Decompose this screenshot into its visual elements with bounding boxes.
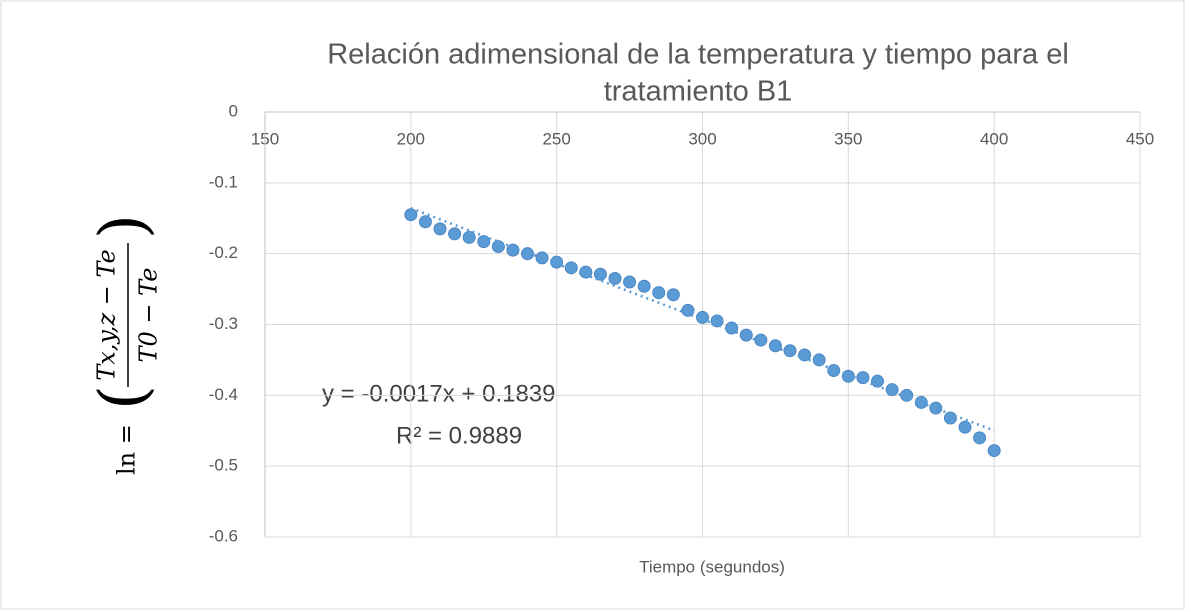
point	[812, 353, 826, 367]
point	[637, 279, 651, 293]
paren: (	[87, 385, 161, 410]
point	[958, 420, 972, 434]
y-tick-label: -0.1	[209, 172, 238, 191]
point	[448, 227, 462, 241]
y-tick-label: -0.2	[209, 243, 238, 262]
point	[418, 215, 432, 229]
point	[462, 230, 476, 244]
point	[725, 321, 739, 335]
paren: )	[87, 214, 161, 239]
point	[900, 388, 914, 402]
point	[477, 235, 491, 249]
point	[710, 314, 724, 328]
equation: y = -0.0017x + 0.1839	[322, 380, 556, 407]
x-tick-label: 350	[834, 129, 862, 148]
point	[564, 261, 578, 275]
point	[521, 247, 534, 261]
x-axis-label: Tiempo (segundos)	[639, 557, 785, 576]
y-label-prefix: ln =	[113, 424, 141, 475]
point	[593, 267, 607, 281]
point	[754, 333, 768, 347]
y-tick-label: -0.3	[209, 314, 238, 333]
y-tick-label: -0.5	[209, 456, 238, 475]
point	[783, 344, 797, 358]
point	[433, 222, 447, 236]
point	[535, 251, 549, 265]
point	[856, 371, 870, 385]
point	[827, 364, 841, 378]
point	[666, 288, 680, 302]
chart-title: tratamiento B1	[604, 76, 793, 108]
point	[696, 310, 709, 324]
y-axis-label: ln = ( Tx,y,z − Te T0 − Te )	[87, 214, 163, 475]
point	[987, 444, 1001, 458]
x-tick-label: 200	[397, 129, 425, 148]
x-tick-label: 400	[980, 129, 1008, 148]
y-label-numerator: Tx,y,z − Te	[93, 249, 121, 381]
y-tick-label: 0	[229, 101, 238, 120]
point	[579, 265, 593, 279]
point	[929, 401, 943, 415]
point	[973, 431, 987, 445]
point	[623, 275, 637, 289]
point	[652, 286, 666, 300]
y-tick-label: -0.6	[209, 526, 238, 545]
point	[404, 208, 418, 222]
point	[550, 255, 564, 269]
point	[885, 383, 899, 397]
r-squared: R² = 0.9889	[396, 422, 522, 449]
y-label-denominator: T0 − Te	[135, 268, 163, 363]
point	[739, 328, 753, 342]
x-tick-label: 250	[542, 129, 570, 148]
y-tick-label: -0.4	[209, 385, 238, 404]
x-tick-label: 300	[688, 129, 716, 148]
chart-title: Relación adimensional de la temperatura …	[327, 39, 1069, 71]
x-tick-label: 450	[1126, 129, 1154, 148]
point	[608, 271, 622, 285]
point	[943, 411, 957, 425]
trendline	[410, 207, 995, 432]
